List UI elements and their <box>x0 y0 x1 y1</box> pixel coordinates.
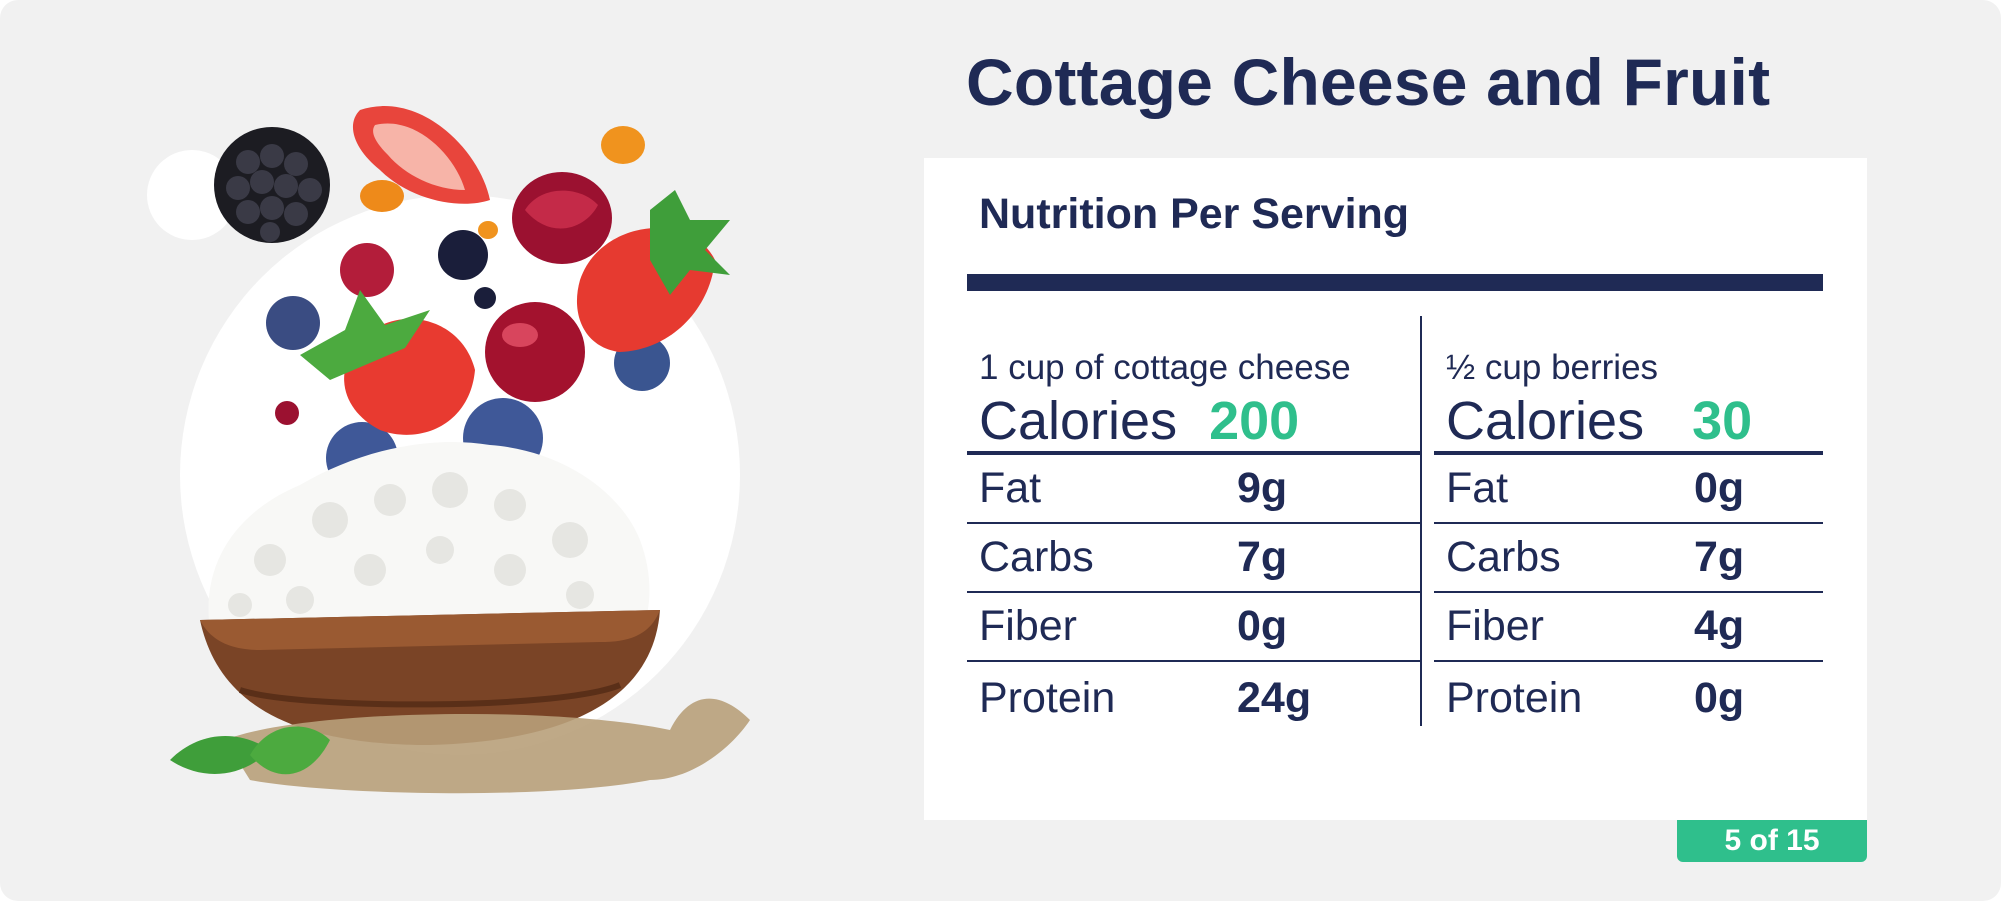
nutrient-value: 9g <box>1237 464 1288 512</box>
nutrient-label: Fat <box>1446 464 1509 512</box>
nutrient-row-fiber: Fiber 4g <box>1434 593 1823 662</box>
heading-divider <box>967 274 1823 291</box>
nutrient-label: Carbs <box>979 533 1094 581</box>
nutrient-row-carbs: Carbs 7g <box>967 524 1420 593</box>
nutrient-value: 4g <box>1694 602 1745 650</box>
serving-size: 1 cup of cottage cheese <box>979 348 1351 387</box>
nutrient-value: 7g <box>1237 533 1288 581</box>
nutrient-value: 0g <box>1694 464 1745 512</box>
slide-counter-badge: 5 of 15 <box>1677 820 1867 862</box>
nutrient-label: Protein <box>979 673 1116 722</box>
nutrient-value: 0g <box>1237 602 1288 650</box>
nutrient-row-protein: Protein 24g <box>967 662 1420 734</box>
nutrient-row-fat: Fat 0g <box>1434 455 1823 524</box>
cottage-cheese-column: 1 cup of cottage cheese Calories 200 Fat… <box>967 316 1420 734</box>
nutrient-label: Fat <box>979 464 1042 512</box>
cottage-cheese-bowl-with-berries-icon <box>130 90 780 810</box>
nutrient-row-protein: Protein 0g <box>1434 662 1823 734</box>
page-title: Cottage Cheese and Fruit <box>966 45 1771 119</box>
calories-row: Calories 30 <box>1434 390 1823 455</box>
nutrient-value: 24g <box>1237 673 1312 722</box>
nutrient-row-fat: Fat 9g <box>967 455 1420 524</box>
nutrient-value: 0g <box>1694 673 1745 722</box>
calories-label: Calories <box>979 390 1178 451</box>
nutrient-row-carbs: Carbs 7g <box>1434 524 1823 593</box>
nutrient-label: Fiber <box>1446 602 1544 650</box>
calories-label: Calories <box>1446 390 1645 451</box>
nutrient-label: Fiber <box>979 602 1077 650</box>
calories-row: Calories 200 <box>967 390 1420 455</box>
berries-column: ½ cup berries Calories 30 Fat 0g Carbs 7… <box>1434 316 1823 734</box>
serving-size: ½ cup berries <box>1446 348 1659 387</box>
nutrition-heading: Nutrition Per Serving <box>979 190 1410 238</box>
nutrient-label: Protein <box>1446 673 1583 722</box>
column-divider <box>1420 316 1422 726</box>
nutrient-value: 7g <box>1694 533 1745 581</box>
nutrition-panel: Nutrition Per Serving 1 cup of cottage c… <box>924 158 1867 820</box>
nutrient-row-fiber: Fiber 0g <box>967 593 1420 662</box>
calories-value: 30 <box>1692 390 1753 451</box>
nutrient-label: Carbs <box>1446 533 1561 581</box>
calories-value: 200 <box>1209 390 1300 451</box>
